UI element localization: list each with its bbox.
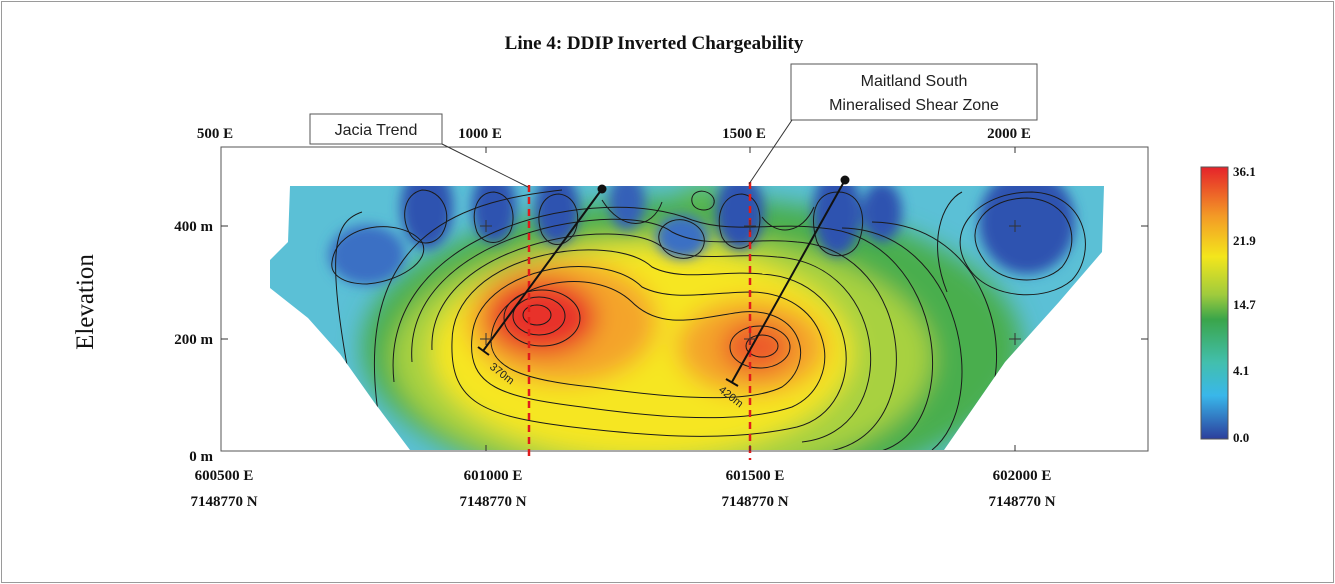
bottom-tick-easting: 600500 E	[195, 468, 254, 484]
colorbar: 36.1 21.9 14.7 4.1 0.0	[1200, 164, 1256, 445]
drillhole-eoh-2	[725, 378, 739, 387]
grid-cross	[480, 333, 492, 345]
drillhole-eoh-1	[477, 346, 490, 356]
top-tick-labels: 500 E 1000 E 1500 E 2000 E	[197, 126, 1031, 142]
callout-jacia: Jacia Trend	[309, 113, 529, 188]
blue-pocket-9	[862, 186, 902, 242]
callout-leader	[441, 143, 529, 188]
grid-cross	[1009, 333, 1021, 345]
red-core-west	[487, 279, 597, 355]
drillhole-collar-1	[597, 184, 607, 194]
colorbar-label: 14.7	[1233, 297, 1256, 312]
top-tick-label: 1000 E	[458, 126, 502, 142]
bottom-tick-northing: 7148770 N	[459, 494, 526, 510]
colorbar-ramp	[1200, 166, 1229, 440]
blue-pocket-8	[813, 186, 861, 256]
reference-lines	[527, 182, 752, 460]
top-tick-label: 1500 E	[722, 126, 766, 142]
top-tick-label: 2000 E	[987, 126, 1031, 142]
colorbar-label: 36.1	[1233, 164, 1256, 179]
blue-pocket-4	[535, 186, 579, 245]
colorbar-label: 4.1	[1233, 363, 1249, 378]
bottom-tick-northing: 7148770 N	[190, 494, 257, 510]
drillhole-collar-2	[840, 175, 850, 185]
bottom-tick-labels: 600500 E 7148770 N 601000 E 7148770 N 60…	[190, 468, 1055, 510]
bottom-tick-easting: 601000 E	[464, 468, 523, 484]
blue-pocket-7	[716, 186, 764, 250]
grid-cross	[480, 220, 492, 232]
grid-crosses	[480, 220, 1021, 345]
grid-cross	[744, 220, 756, 232]
y-tick-labels: 400 m 200 m 0 m	[174, 219, 213, 465]
blue-pocket-2	[401, 186, 453, 249]
blue-pocket-5	[609, 186, 645, 230]
blue-pocket-6	[656, 215, 708, 259]
callout-leader	[748, 119, 793, 185]
bottom-tick-northing: 7148770 N	[721, 494, 788, 510]
blue-pocket-3	[472, 186, 516, 243]
y-tick-label: 200 m	[174, 332, 213, 348]
y-tick-label: 400 m	[174, 219, 213, 235]
callout-label-line-1: Maitland South	[861, 73, 968, 90]
axis-ticks	[221, 147, 1148, 451]
callout-maitland: Maitland South Mineralised Shear Zone	[748, 63, 1038, 185]
colorbar-label: 0.0	[1233, 430, 1249, 445]
bottom-tick-easting: 602000 E	[993, 468, 1052, 484]
top-tick-label: 500 E	[197, 126, 233, 142]
callout-label-line-2: Mineralised Shear Zone	[829, 97, 999, 114]
red-core-east	[722, 321, 792, 373]
bottom-tick-easting: 601500 E	[726, 468, 785, 484]
blue-pocket-1	[329, 225, 405, 285]
y-axis-label: Elevation	[72, 254, 99, 350]
drillhole-trace-2	[731, 179, 846, 383]
plot-area	[220, 146, 1149, 452]
blue-pocket-10	[979, 186, 1075, 274]
colorbar-label: 21.9	[1233, 233, 1256, 248]
y-tick-label: 0 m	[189, 449, 213, 465]
callout-label: Jacia Trend	[335, 122, 418, 139]
callout-box	[309, 113, 443, 145]
inversion-section	[270, 186, 1104, 450]
grid-cross	[1009, 220, 1021, 232]
grid-cross	[744, 333, 756, 345]
callout-box	[790, 63, 1038, 121]
chart-title: Line 4: DDIP Inverted Chargeability	[505, 33, 804, 54]
bottom-tick-northing: 7148770 N	[988, 494, 1055, 510]
drillhole-trace-1	[482, 188, 603, 352]
